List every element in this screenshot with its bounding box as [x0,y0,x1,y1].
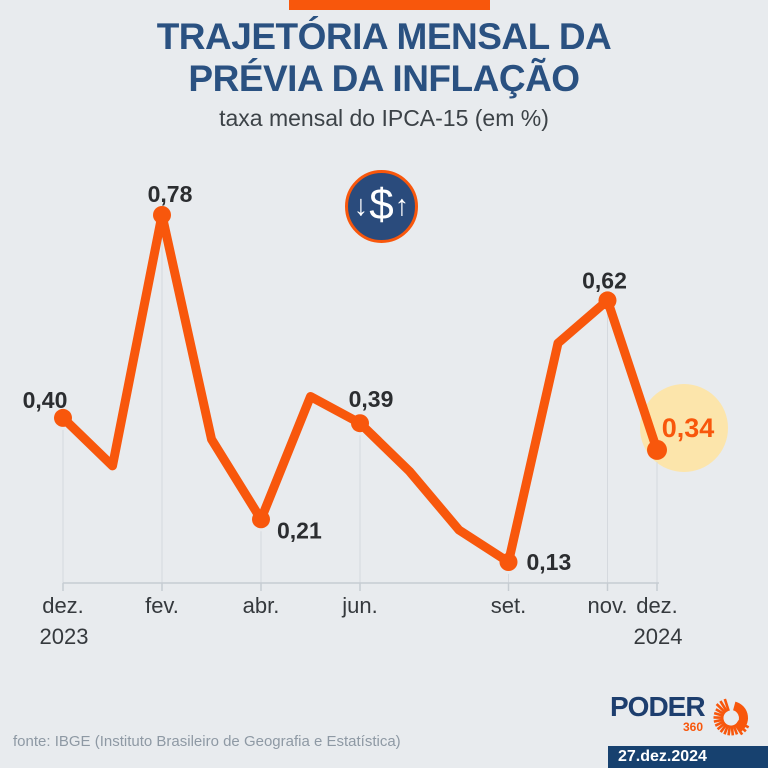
logo-wordmark: PODER [610,691,706,722]
sunburst-ray [713,711,725,718]
sunburst-ray [719,700,729,713]
sunburst-ray [715,703,727,714]
sunburst-ray [737,720,750,729]
page-title: TRAJETÓRIA MENSAL DA PRÉVIA DA INFLAÇÃO [0,16,768,100]
arrow-down-icon: ↓ [353,190,369,222]
data-point [598,291,617,310]
x-axis-month-label: jun. [341,593,377,618]
x-axis-month-label: dez. [636,593,678,618]
data-point-label: 0,78 [148,181,193,207]
data-point [252,510,270,529]
x-axis-year-label: 2024 [634,624,683,649]
x-axis-month-label: nov. [588,593,628,618]
data-point [153,206,171,224]
data-point [499,553,518,571]
sunburst-ray [714,720,725,727]
data-point-label: 0,62 [582,267,627,293]
x-axis-month-label: abr. [243,593,280,618]
currency-fluctuation-icon: ↓ $ ↑ [345,170,418,243]
source-credit: fonte: IBGE (Instituto Brasileiro de Geo… [13,733,401,750]
data-point-label: 0,21 [277,517,322,543]
data-point [351,414,369,433]
sunburst-ray [723,698,730,712]
page-title-line1: TRAJETÓRIA MENSAL DA [156,16,612,57]
dollar-sign-icon: $ [369,179,394,229]
data-point [647,439,667,460]
arrow-up-icon: ↑ [394,190,410,222]
poder360-logo: PODER 360 [608,692,768,744]
data-point [54,408,72,427]
data-point-label: 0,34 [662,413,715,443]
sunburst-ray [719,723,728,733]
x-axis-month-label: dez. [42,593,84,618]
logo-360-label: 360 [682,720,703,734]
sunburst-ray [735,722,747,733]
x-axis-month-label: set. [491,593,526,618]
sunburst-ray [715,708,726,716]
sunburst-ray [734,723,744,736]
sunburst-ray [732,724,739,735]
x-axis-year-label: 2023 [40,624,89,649]
accent-top-bar [289,0,490,10]
page-subtitle: taxa mensal do IPCA-15 (em %) [219,105,549,131]
header: TRAJETÓRIA MENSAL DA PRÉVIA DA INFLAÇÃO … [0,16,768,132]
data-point-label: 0,39 [349,386,394,412]
x-axis-month-label: fev. [145,593,179,618]
date-badge-text: 27.dez.2024 [618,748,707,765]
data-point-label: 0,13 [527,549,572,575]
sunburst-ray [730,725,735,736]
sunburst-ray [727,725,732,736]
date-badge: 27.dez.2024 [608,746,768,768]
sunburst-ray [723,724,730,735]
data-point-label: 0,40 [23,387,68,413]
page-title-line2: PRÉVIA DA INFLAÇÃO [188,58,580,99]
sunburst-icon [713,698,750,736]
sunburst-ray [716,721,727,731]
sunburst-ray [713,718,724,723]
